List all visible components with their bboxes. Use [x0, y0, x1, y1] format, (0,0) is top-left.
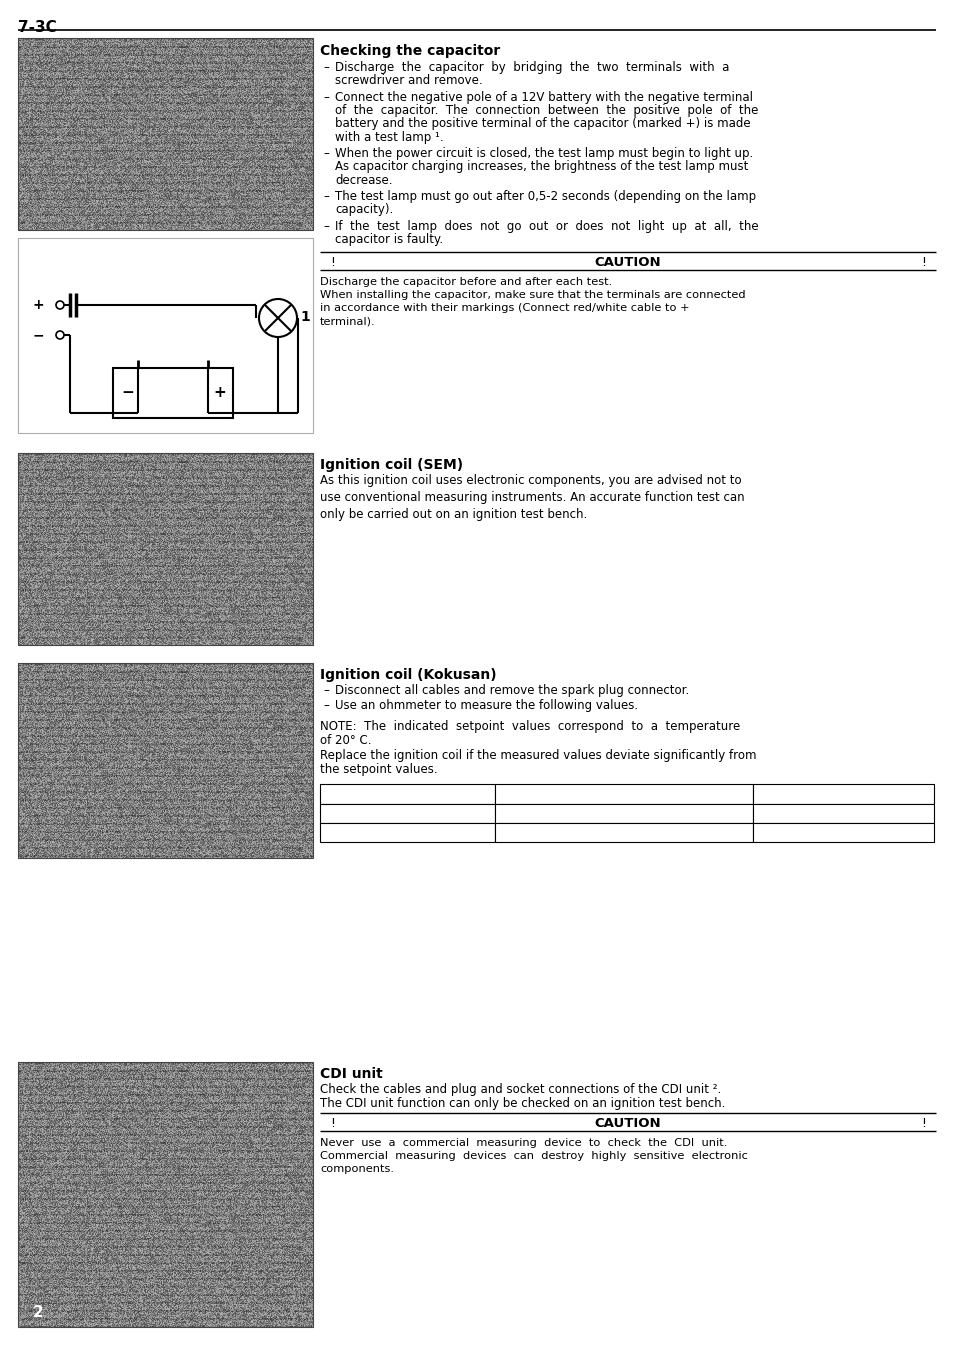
- Text: −: −: [33, 328, 45, 342]
- Text: –: –: [323, 220, 329, 234]
- Text: –: –: [323, 700, 329, 712]
- Text: Use an ohmmeter to measure the following values.: Use an ohmmeter to measure the following…: [335, 700, 638, 712]
- Text: decrease.: decrease.: [335, 173, 392, 186]
- Text: Ignition coil (SEM): Ignition coil (SEM): [319, 458, 462, 471]
- Bar: [18, 453, 313, 644]
- Text: −: −: [121, 385, 133, 400]
- Text: Commercial  measuring  devices  can  destroy  highly  sensitive  electronic: Commercial measuring devices can destroy…: [319, 1151, 747, 1161]
- Text: !: !: [330, 257, 335, 269]
- Text: blue/white – ignition wire: blue/white – ignition wire: [549, 827, 698, 840]
- Text: !: !: [330, 1117, 335, 1129]
- Text: CAUTION: CAUTION: [594, 257, 660, 269]
- Bar: [112, 367, 233, 417]
- Text: –: –: [323, 147, 329, 161]
- Text: CAUTION: CAUTION: [594, 1117, 660, 1129]
- Text: Primary coil: Primary coil: [372, 808, 441, 821]
- Text: When the power circuit is closed, the test lamp must begin to light up.: When the power circuit is closed, the te…: [335, 147, 753, 161]
- Bar: [752, 823, 933, 843]
- Text: –: –: [323, 61, 329, 74]
- Bar: [18, 1062, 313, 1327]
- Text: Connect the negative pole of a 12V battery with the negative terminal: Connect the negative pole of a 12V batte…: [335, 91, 752, 104]
- Text: Replace the ignition coil if the measured values deviate significantly from: Replace the ignition coil if the measure…: [319, 750, 756, 762]
- Text: of  the  capacitor.  The  connection  between  the  positive  pole  of  the: of the capacitor. The connection between…: [335, 104, 758, 118]
- Text: screwdriver and remove.: screwdriver and remove.: [335, 74, 482, 88]
- Text: Cable colours: Cable colours: [583, 789, 663, 801]
- Bar: [18, 663, 313, 858]
- Text: CDI unit: CDI unit: [319, 1067, 382, 1081]
- Text: +: +: [33, 299, 45, 312]
- Bar: [18, 38, 313, 230]
- Text: Ignition coil (Kokusan): Ignition coil (Kokusan): [319, 667, 497, 682]
- Bar: [752, 804, 933, 823]
- Text: –: –: [323, 91, 329, 104]
- Bar: [18, 238, 313, 434]
- Text: –: –: [323, 684, 329, 697]
- Bar: [319, 785, 495, 804]
- Text: Disconnect all cables and remove the spark plug connector.: Disconnect all cables and remove the spa…: [335, 684, 688, 697]
- Text: The test lamp must go out after 0,5-2 seconds (depending on the lamp: The test lamp must go out after 0,5-2 se…: [335, 190, 756, 203]
- Text: Never  use  a  commercial  measuring  device  to  check  the  CDI  unit.: Never use a commercial measuring device …: [319, 1138, 726, 1148]
- Text: 1: 1: [299, 309, 310, 324]
- Text: As this ignition coil uses electronic components, you are advised not to
use con: As this ignition coil uses electronic co…: [319, 474, 744, 520]
- Text: battery and the positive terminal of the capacitor (marked +) is made: battery and the positive terminal of the…: [335, 118, 750, 130]
- Text: of 20° C.: of 20° C.: [319, 734, 371, 747]
- Text: Resistance: Resistance: [810, 789, 874, 801]
- Text: 10,8 - 16,2 k: 10,8 - 16,2 k: [804, 827, 880, 840]
- Text: Checking the capacitor: Checking the capacitor: [319, 45, 499, 58]
- Text: !: !: [920, 257, 925, 269]
- Text: If  the  test  lamp  does  not  go  out  or  does  not  light  up  at  all,  the: If the test lamp does not go out or does…: [335, 220, 758, 234]
- Text: 7-3C: 7-3C: [18, 20, 56, 35]
- Text: The CDI unit function can only be checked on an ignition test bench.: The CDI unit function can only be checke…: [319, 1097, 724, 1111]
- Text: Secondary coil: Secondary coil: [363, 827, 450, 840]
- Text: When installing the capacitor, make sure that the terminals are connected
in acc: When installing the capacitor, make sure…: [319, 290, 745, 326]
- Bar: [495, 785, 752, 804]
- Text: Measurement: Measurement: [366, 789, 447, 801]
- Text: blue/white – ground: blue/white – ground: [565, 808, 682, 821]
- Text: +: +: [213, 385, 226, 400]
- Bar: [752, 785, 933, 804]
- Text: Discharge the capacitor before and after each test.: Discharge the capacitor before and after…: [319, 277, 612, 288]
- Text: 0,425 - 0,575: 0,425 - 0,575: [802, 808, 882, 821]
- Text: components.: components.: [319, 1165, 394, 1174]
- Bar: [495, 804, 752, 823]
- Text: As capacitor charging increases, the brightness of the test lamp must: As capacitor charging increases, the bri…: [335, 161, 747, 173]
- Text: Check the cables and plug and socket connections of the CDI unit ².: Check the cables and plug and socket con…: [319, 1084, 720, 1096]
- Bar: [319, 804, 495, 823]
- Bar: [495, 823, 752, 843]
- Text: 2: 2: [33, 1305, 44, 1320]
- Text: the setpoint values.: the setpoint values.: [319, 763, 437, 775]
- Text: –: –: [323, 190, 329, 203]
- Text: !: !: [920, 1117, 925, 1129]
- Text: with a test lamp ¹.: with a test lamp ¹.: [335, 131, 443, 143]
- Bar: [319, 823, 495, 843]
- Text: Discharge  the  capacitor  by  bridging  the  two  terminals  with  a: Discharge the capacitor by bridging the …: [335, 61, 729, 74]
- Text: capacity).: capacity).: [335, 204, 393, 216]
- Text: NOTE:  The  indicated  setpoint  values  correspond  to  a  temperature: NOTE: The indicated setpoint values corr…: [319, 720, 740, 734]
- Text: capacitor is faulty.: capacitor is faulty.: [335, 234, 442, 246]
